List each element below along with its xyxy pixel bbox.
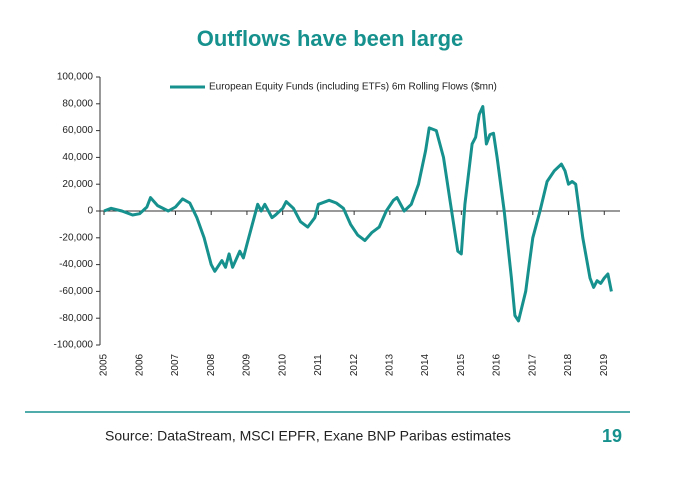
x-tick-label: 2007 — [170, 353, 181, 376]
x-tick-label: 2016 — [492, 353, 503, 376]
y-tick-label: -40,000 — [59, 259, 93, 270]
y-tick-label: -80,000 — [59, 313, 93, 324]
x-tick-label: 2013 — [385, 353, 396, 376]
source-note: Source: DataStream, MSCI EPFR, Exane BNP… — [105, 428, 511, 444]
x-tick-label: 2012 — [349, 353, 360, 376]
x-tick-label: 2005 — [99, 353, 110, 376]
y-tick-label: -100,000 — [54, 340, 94, 351]
y-tick-label: 80,000 — [62, 98, 93, 109]
x-tick-label: 2008 — [206, 353, 217, 376]
y-tick-label: 0 — [87, 206, 93, 217]
chart-title: Outflows have been large — [197, 26, 464, 51]
y-tick-label: 40,000 — [62, 152, 93, 163]
x-tick-label: 2010 — [277, 353, 288, 376]
y-tick-label: -20,000 — [59, 232, 93, 243]
y-tick-label: 20,000 — [62, 179, 93, 190]
x-tick-label: 2017 — [527, 353, 538, 376]
x-tick-label: 2009 — [242, 353, 253, 376]
x-tick-label: 2011 — [313, 354, 324, 376]
y-tick-label: 100,000 — [57, 72, 94, 83]
x-tick-label: 2006 — [134, 353, 145, 376]
x-tick-label: 2019 — [599, 353, 610, 376]
x-tick-label: 2014 — [420, 353, 431, 376]
x-tick-label: 2015 — [456, 353, 467, 376]
series-line — [103, 105, 613, 323]
y-tick-label: -60,000 — [59, 286, 93, 297]
y-tick-label: 60,000 — [62, 125, 93, 136]
page-number: 19 — [602, 426, 622, 446]
legend-label: European Equity Funds (including ETFs) 6… — [209, 82, 497, 93]
x-tick-label: 2018 — [563, 353, 574, 376]
